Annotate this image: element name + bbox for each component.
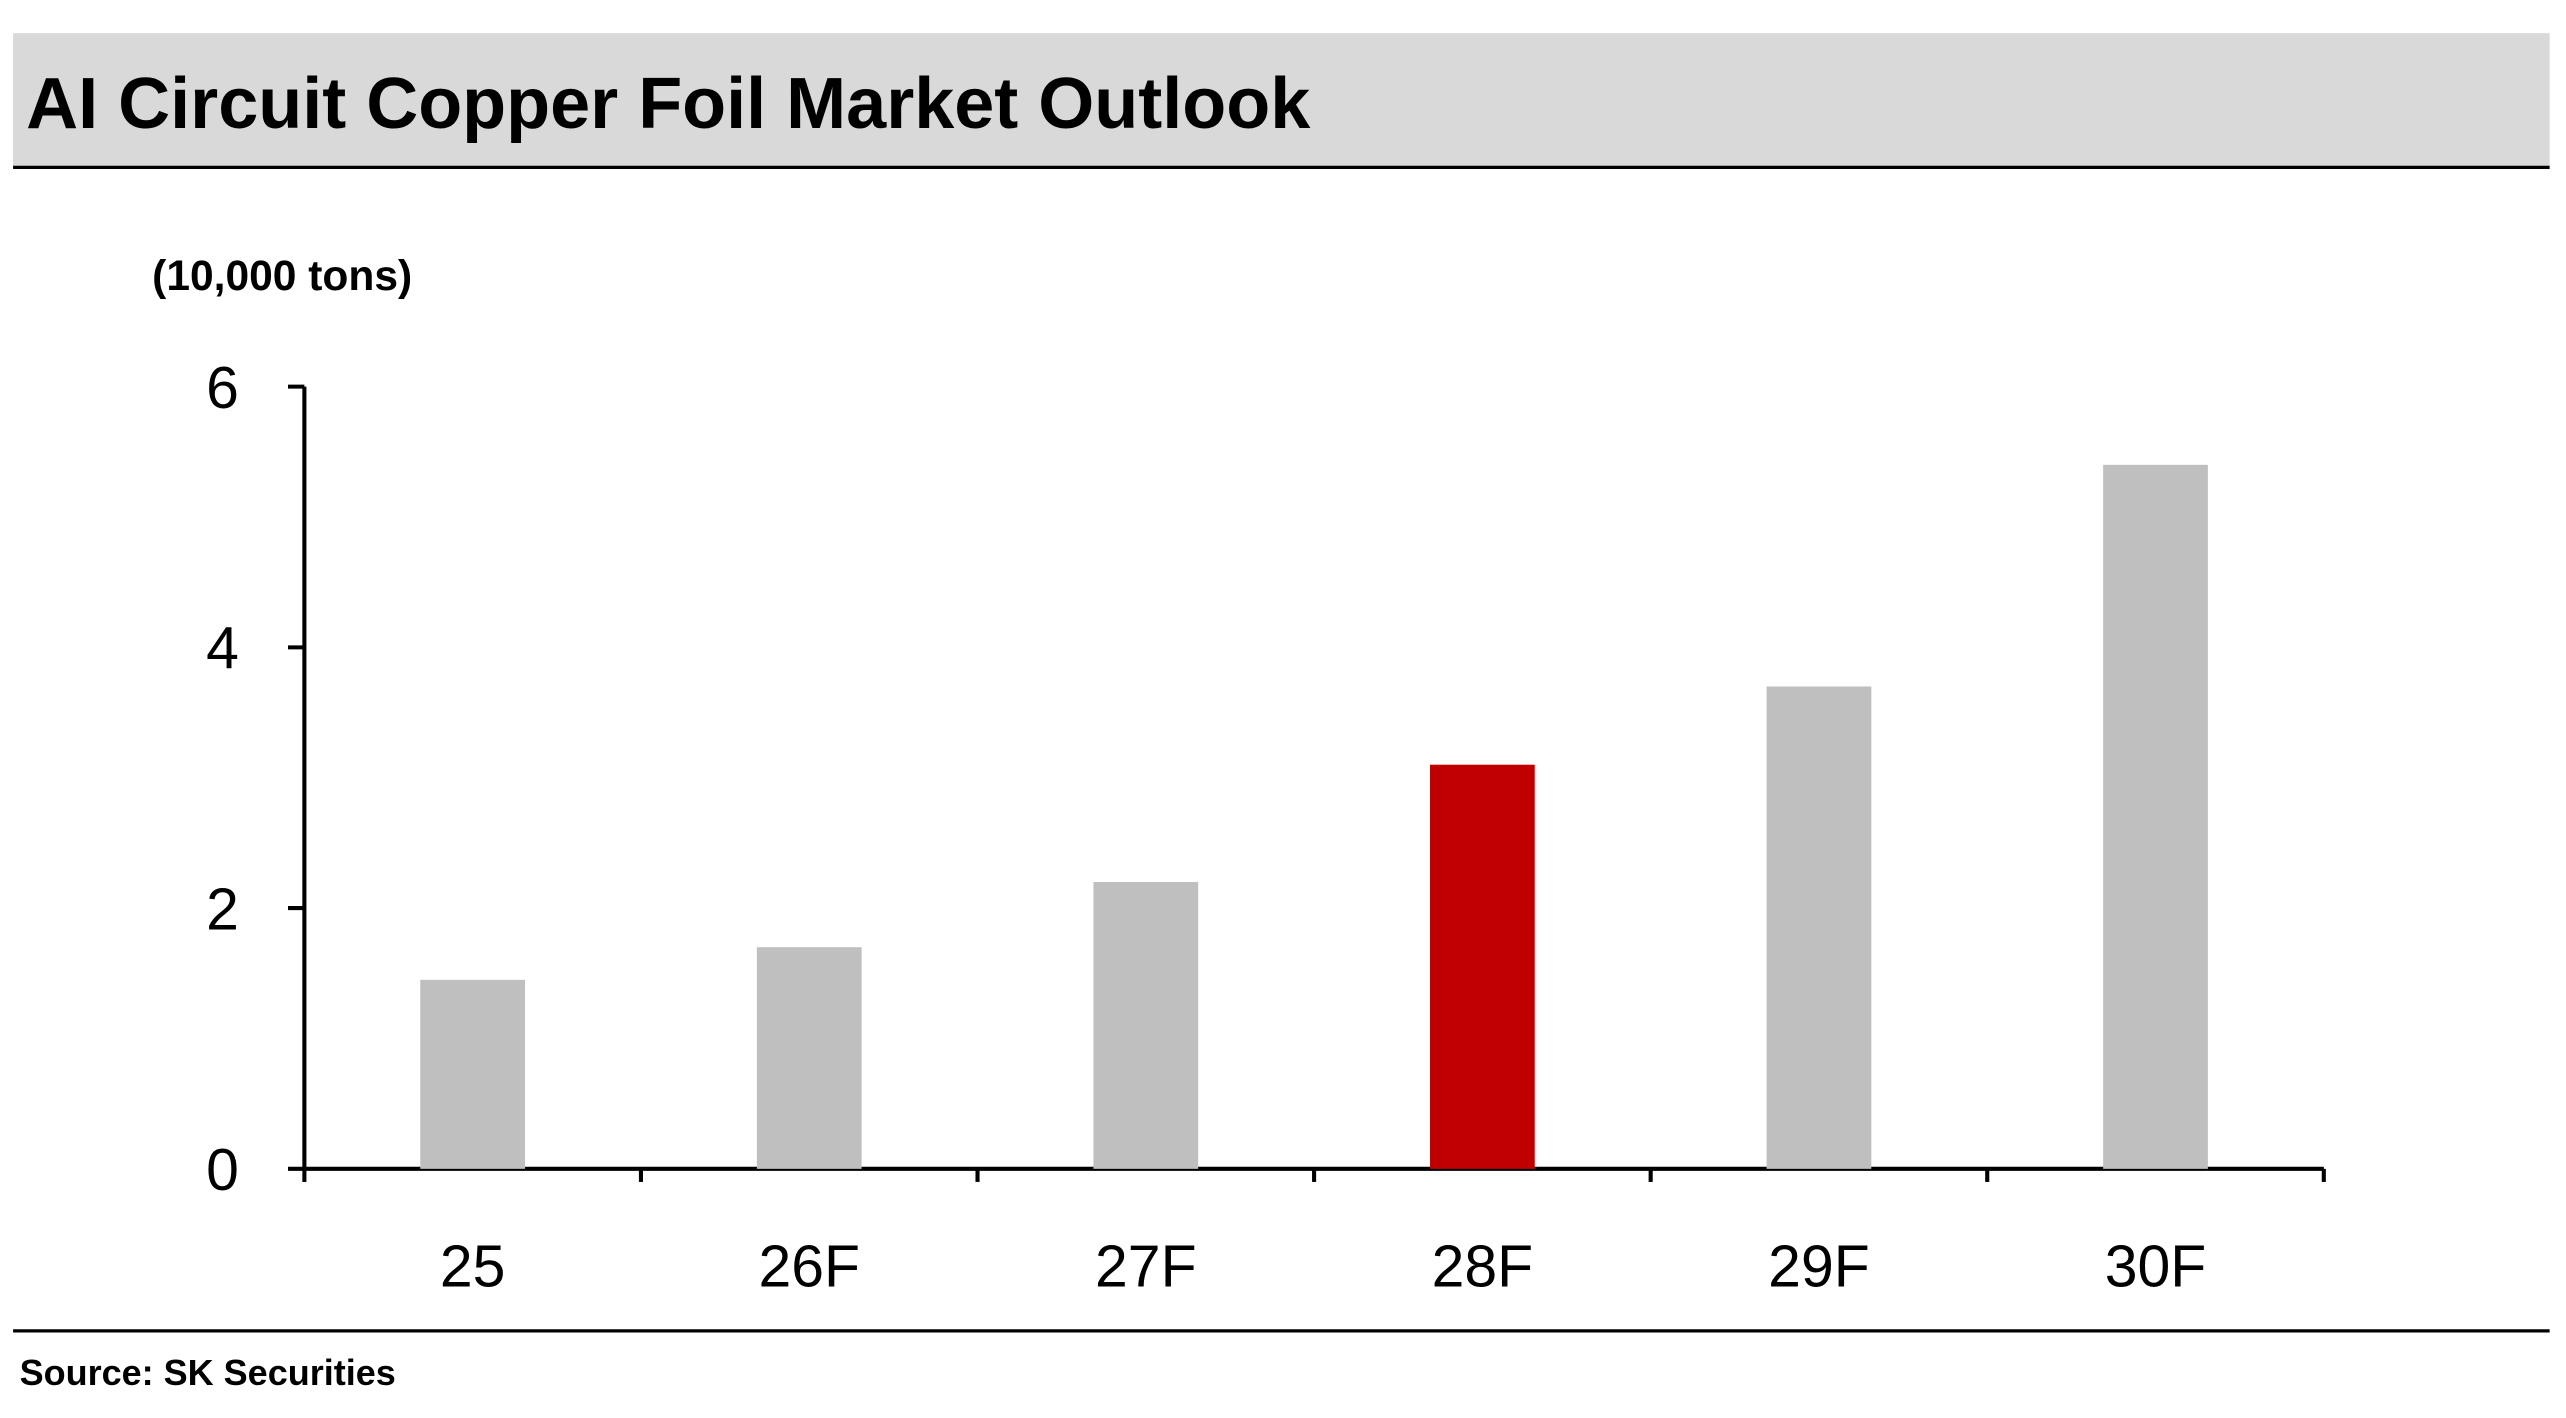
x-tick-label: 27F (1095, 1235, 1197, 1300)
x-tick-label: 30F (2105, 1235, 2207, 1300)
source: Source: SK Securities (20, 1352, 396, 1393)
y-tick-label: 2 (206, 877, 239, 942)
bar (756, 947, 862, 1169)
bar (2103, 464, 2208, 1169)
x-tick-label: 29F (1768, 1235, 1870, 1300)
bar (1093, 882, 1199, 1169)
y-tick-label: 4 (206, 617, 239, 682)
bar (1766, 686, 1872, 1169)
chart-title: AI Circuit Copper Foil Market Outlook (26, 64, 1311, 144)
x-tick-label: 26F (758, 1235, 860, 1300)
bar (1430, 764, 1535, 1169)
x-tick-label: 28F (1432, 1235, 1534, 1300)
y-tick-label: 0 (206, 1138, 239, 1203)
y-tick-label: 6 (206, 356, 239, 421)
bar (420, 979, 526, 1169)
header-band (13, 33, 2550, 168)
x-tick-label: 25 (440, 1235, 506, 1300)
y-axis-label: (10,000 tons) (152, 252, 412, 300)
